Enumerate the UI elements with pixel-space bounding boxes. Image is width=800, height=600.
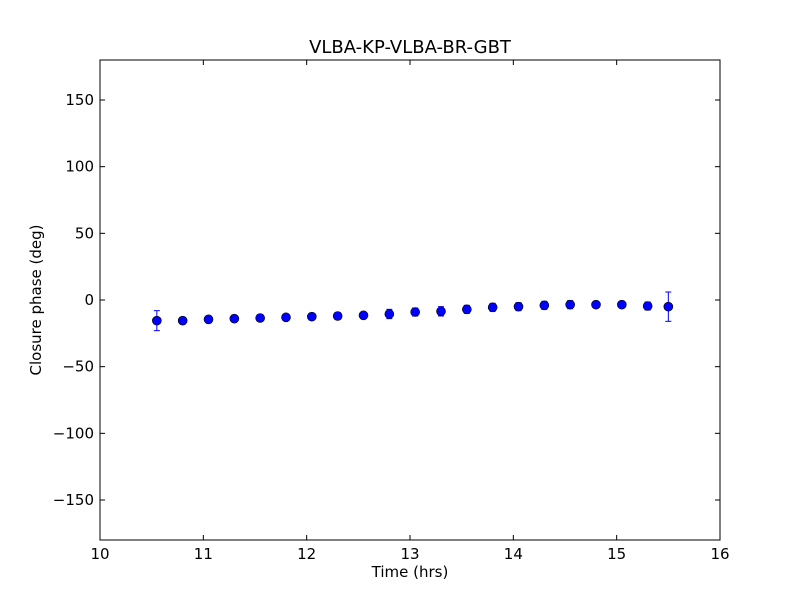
x-axis-label: Time (hrs) bbox=[371, 563, 449, 581]
error-bar-point bbox=[281, 312, 291, 323]
error-bar-point bbox=[663, 291, 674, 322]
data-point bbox=[487, 302, 498, 313]
data-point bbox=[229, 313, 240, 324]
y-tick-label: −150 bbox=[53, 491, 94, 509]
data-point bbox=[663, 301, 674, 312]
x-tick-label: 12 bbox=[297, 545, 316, 563]
error-bar-point bbox=[487, 302, 498, 313]
y-axis-label: Closure phase (deg) bbox=[27, 225, 45, 376]
x-tick-label: 10 bbox=[90, 545, 109, 563]
data-point bbox=[565, 299, 575, 310]
error-bar-point bbox=[203, 314, 214, 325]
data-point bbox=[591, 299, 601, 310]
data-point bbox=[462, 304, 472, 315]
axis-tick-labels: 10 11 12 13 14 15 16 −150 −100 −50 0 50 100 150 bbox=[53, 91, 730, 563]
error-bar-point bbox=[513, 301, 524, 312]
data-point bbox=[281, 312, 291, 323]
error-bar-point bbox=[617, 299, 627, 310]
data-point bbox=[513, 301, 524, 312]
error-bar-point bbox=[436, 306, 446, 317]
error-bar-point bbox=[358, 310, 369, 321]
error-bar-point bbox=[332, 311, 343, 321]
data-point bbox=[642, 301, 653, 311]
plot-area-frame bbox=[99, 59, 721, 541]
error-bar-point bbox=[177, 315, 188, 326]
chart-title: VLBA-KP-VLBA-BR-GBT bbox=[309, 37, 512, 58]
x-tick-label: 15 bbox=[607, 545, 626, 563]
error-bar-point bbox=[642, 301, 653, 311]
data-point bbox=[384, 309, 395, 319]
x-tick-label: 16 bbox=[710, 545, 729, 563]
error-bar-point bbox=[307, 311, 317, 322]
data-point bbox=[617, 299, 627, 310]
error-bar-point bbox=[539, 300, 550, 311]
error-bar-point bbox=[591, 299, 601, 310]
y-tick-label: −50 bbox=[62, 358, 94, 376]
y-tick-label: 150 bbox=[65, 91, 94, 109]
data-point bbox=[152, 315, 162, 326]
axis-ticks bbox=[99, 60, 721, 540]
data-point bbox=[307, 311, 317, 322]
error-bar-point bbox=[255, 313, 265, 323]
data-point bbox=[539, 300, 550, 311]
data-point bbox=[255, 313, 265, 323]
y-tick-label: −100 bbox=[53, 424, 94, 442]
y-tick-label: 50 bbox=[75, 224, 94, 242]
data-points bbox=[152, 291, 674, 332]
data-point bbox=[203, 314, 214, 325]
error-bar-point bbox=[152, 310, 162, 332]
x-tick-label: 14 bbox=[504, 545, 523, 563]
y-tick-label: 0 bbox=[84, 291, 94, 309]
error-bar-point bbox=[565, 299, 575, 310]
data-point bbox=[177, 315, 188, 326]
data-point bbox=[410, 307, 420, 317]
y-tick-label: 100 bbox=[65, 158, 94, 176]
error-bar-point bbox=[410, 307, 420, 317]
error-bar-point bbox=[384, 308, 395, 320]
error-bar-point bbox=[229, 313, 240, 324]
x-tick-label: 13 bbox=[400, 545, 419, 563]
data-point bbox=[436, 306, 446, 317]
x-tick-label: 11 bbox=[194, 545, 213, 563]
error-bar-point bbox=[462, 304, 472, 315]
data-point bbox=[358, 310, 369, 321]
data-point bbox=[332, 311, 343, 321]
